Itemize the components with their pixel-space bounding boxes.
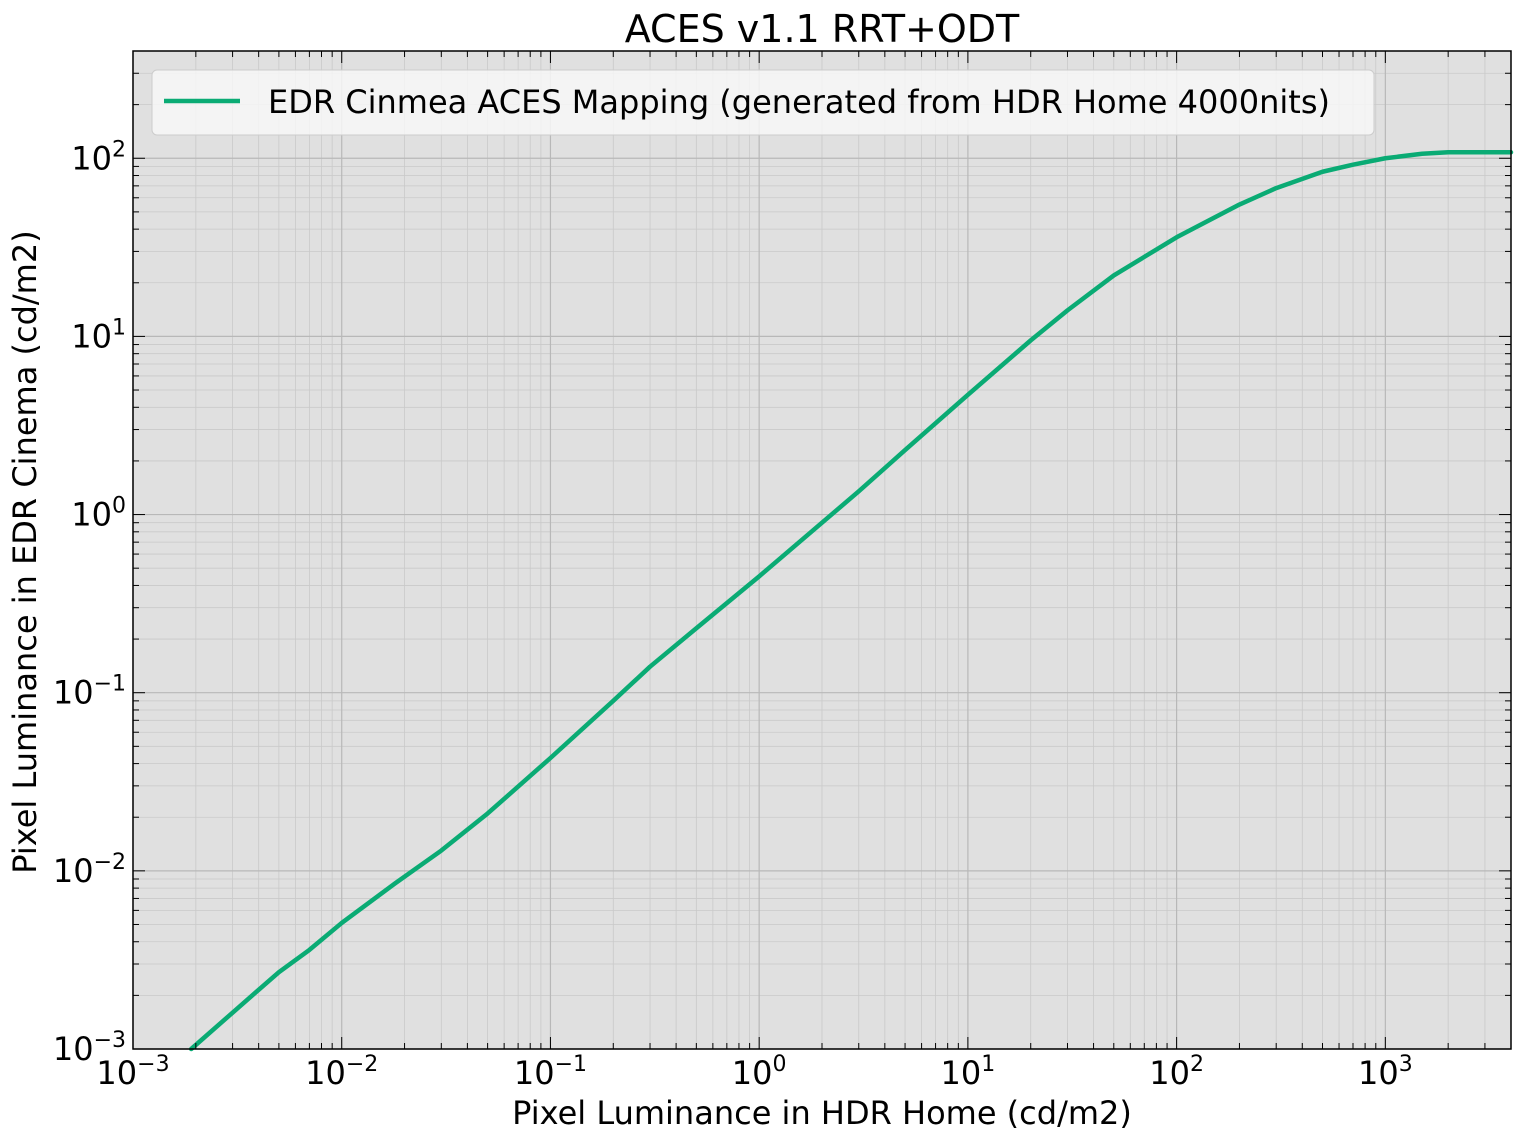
x-tick-label: 10−2: [305, 1052, 378, 1092]
x-tick-labels: 10−3 10−2 10−1 100 101 102 103: [96, 1052, 1412, 1092]
x-axis-label: Pixel Luminance in HDR Home (cd/m2): [512, 1094, 1132, 1132]
y-tick-label: 101: [71, 315, 126, 355]
legend-box: [151, 69, 1375, 136]
chart-title: ACES v1.1 RRT+ODT: [625, 7, 1020, 51]
x-tick-label: 102: [1149, 1052, 1204, 1092]
x-tick-label: 101: [941, 1052, 996, 1092]
y-tick-label: 102: [71, 137, 126, 177]
series-line: [188, 150, 1514, 1052]
legend: EDR Cinmea ACES Mapping (generated from …: [151, 69, 1375, 136]
legend-entry-label: EDR Cinmea ACES Mapping (generated from …: [268, 83, 1330, 121]
y-tick-label: 10−2: [53, 850, 126, 890]
y-axis-label: Pixel Luminance in EDR Cinema (cd/m2): [6, 230, 44, 873]
x-tick-label: 103: [1358, 1052, 1413, 1092]
series-layer: [188, 150, 1514, 1052]
y-tick-label: 100: [71, 494, 126, 534]
x-tick-label: 10−1: [514, 1052, 587, 1092]
y-tick-label: 10−1: [53, 672, 126, 712]
y-tick-labels: 10−3 10−2 10−1 100 101 102: [53, 137, 126, 1068]
x-tick-label: 10−3: [96, 1052, 169, 1092]
tick-marks: [132, 50, 1512, 1050]
y-tick-label: 10−3: [53, 1028, 126, 1068]
x-tick-label: 100: [732, 1052, 787, 1092]
